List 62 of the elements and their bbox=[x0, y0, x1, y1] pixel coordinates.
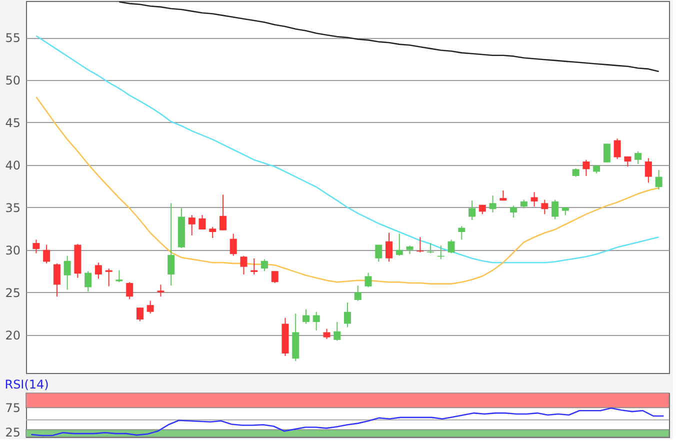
candlestick bbox=[271, 270, 278, 284]
candlestick bbox=[634, 150, 642, 165]
y-tick-label: 20 bbox=[5, 328, 20, 342]
candlestick bbox=[250, 258, 258, 275]
candlestick bbox=[64, 255, 71, 290]
y-tick-label: 55 bbox=[5, 31, 20, 46]
candlestick bbox=[354, 285, 362, 302]
candlestick bbox=[146, 300, 154, 314]
candlestick bbox=[43, 244, 50, 264]
candlestick bbox=[582, 159, 590, 176]
candlestick bbox=[84, 270, 92, 292]
candlestick bbox=[655, 170, 662, 190]
candlestick bbox=[168, 202, 175, 286]
candlestick bbox=[136, 307, 144, 322]
candlestick bbox=[105, 268, 112, 287]
candlestick bbox=[468, 200, 476, 221]
candlestick bbox=[116, 270, 123, 283]
candlestick bbox=[644, 158, 652, 184]
candlestick bbox=[94, 262, 102, 280]
candlestick bbox=[32, 239, 40, 254]
candlestick bbox=[188, 214, 196, 236]
candlestick bbox=[219, 194, 226, 231]
candlestick bbox=[198, 214, 206, 230]
candlestick bbox=[541, 199, 548, 215]
candlestick bbox=[448, 239, 455, 254]
candlestick bbox=[603, 143, 610, 163]
candlestick bbox=[510, 205, 518, 218]
candlestick bbox=[530, 192, 538, 208]
candlestick bbox=[157, 284, 164, 298]
y-tick-label: 35 bbox=[5, 200, 20, 215]
candlestick bbox=[427, 242, 434, 254]
candlestick bbox=[302, 308, 310, 324]
y-tick-label: 25 bbox=[5, 426, 20, 440]
candlestick bbox=[260, 258, 268, 272]
candlestick bbox=[334, 322, 341, 342]
candlestick bbox=[230, 233, 237, 256]
y-tick-label: 30 bbox=[5, 243, 20, 258]
candlestick bbox=[386, 232, 393, 262]
line-series bbox=[30, 408, 664, 436]
y-tick-label: 50 bbox=[5, 73, 20, 88]
candlestick bbox=[416, 236, 424, 253]
candlestick bbox=[126, 282, 134, 300]
y-tick-label: 75 bbox=[5, 401, 20, 416]
line-series bbox=[118, 1, 660, 72]
line-series bbox=[36, 35, 660, 264]
y-tick-label: 45 bbox=[5, 116, 20, 130]
candlestick bbox=[344, 302, 351, 328]
y-tick-label: 25 bbox=[5, 286, 20, 300]
chart-title: RSI(14) bbox=[4, 378, 49, 392]
candlestick bbox=[364, 272, 372, 288]
candlestick bbox=[458, 226, 466, 240]
candlestick bbox=[240, 255, 248, 275]
candlestick bbox=[209, 226, 216, 238]
candlestick bbox=[489, 194, 496, 213]
candlestick bbox=[53, 262, 60, 298]
candlestick bbox=[323, 328, 330, 340]
y-tick-label: 40 bbox=[5, 158, 20, 172]
candlestick bbox=[312, 311, 320, 332]
candlestick bbox=[396, 233, 403, 256]
candlestick bbox=[375, 244, 382, 262]
candlestick bbox=[552, 199, 559, 220]
candlestick bbox=[614, 138, 621, 160]
